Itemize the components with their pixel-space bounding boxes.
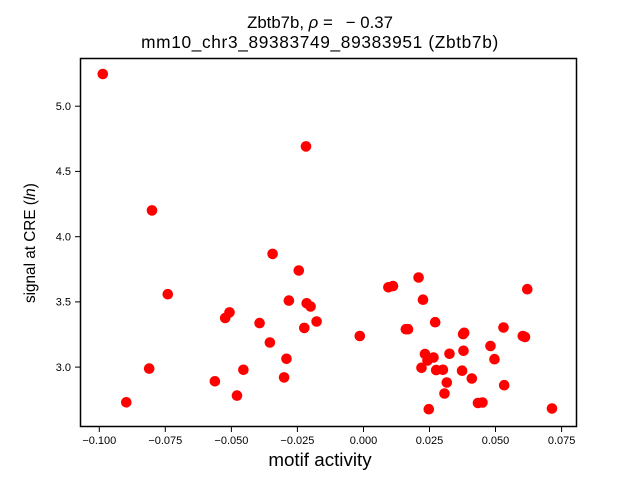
svg-text:0.000: 0.000 bbox=[350, 435, 378, 447]
svg-text:−0.100: −0.100 bbox=[82, 435, 116, 447]
svg-text:−0.050: −0.050 bbox=[214, 435, 248, 447]
svg-text:0.050: 0.050 bbox=[482, 435, 510, 447]
svg-text:4.5: 4.5 bbox=[56, 166, 71, 178]
svg-text:4.0: 4.0 bbox=[56, 232, 71, 244]
svg-text:3.0: 3.0 bbox=[56, 362, 71, 374]
svg-text:0.025: 0.025 bbox=[416, 435, 444, 447]
svg-text:3.5: 3.5 bbox=[56, 297, 71, 309]
svg-text:−0.075: −0.075 bbox=[148, 435, 182, 447]
svg-text:0.075: 0.075 bbox=[548, 435, 576, 447]
svg-text:5.0: 5.0 bbox=[56, 101, 71, 113]
svg-text:−0.025: −0.025 bbox=[280, 435, 314, 447]
